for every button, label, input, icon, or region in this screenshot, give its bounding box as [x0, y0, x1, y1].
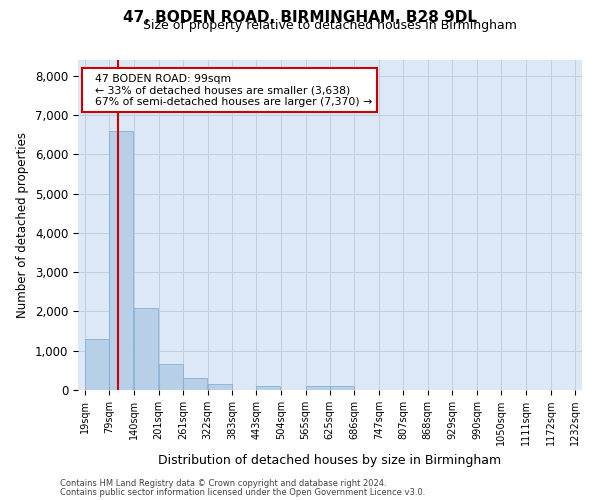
Bar — [183, 378, 207, 390]
Text: Contains public sector information licensed under the Open Government Licence v3: Contains public sector information licen… — [60, 488, 425, 497]
Text: 47, BODEN ROAD, BIRMINGHAM, B28 9DL: 47, BODEN ROAD, BIRMINGHAM, B28 9DL — [123, 10, 477, 25]
Bar — [330, 386, 354, 390]
Title: Size of property relative to detached houses in Birmingham: Size of property relative to detached ho… — [143, 20, 517, 32]
Bar — [85, 338, 109, 390]
Text: Contains HM Land Registry data © Crown copyright and database right 2024.: Contains HM Land Registry data © Crown c… — [60, 479, 386, 488]
Bar — [109, 130, 133, 390]
Bar — [256, 386, 280, 390]
Bar — [208, 384, 232, 390]
Bar — [159, 364, 182, 390]
Text: 47 BODEN ROAD: 99sqm
  ← 33% of detached houses are smaller (3,638)
  67% of sem: 47 BODEN ROAD: 99sqm ← 33% of detached h… — [88, 74, 372, 107]
Bar — [305, 386, 329, 390]
X-axis label: Distribution of detached houses by size in Birmingham: Distribution of detached houses by size … — [158, 454, 502, 466]
Y-axis label: Number of detached properties: Number of detached properties — [16, 132, 29, 318]
Bar — [134, 308, 158, 390]
